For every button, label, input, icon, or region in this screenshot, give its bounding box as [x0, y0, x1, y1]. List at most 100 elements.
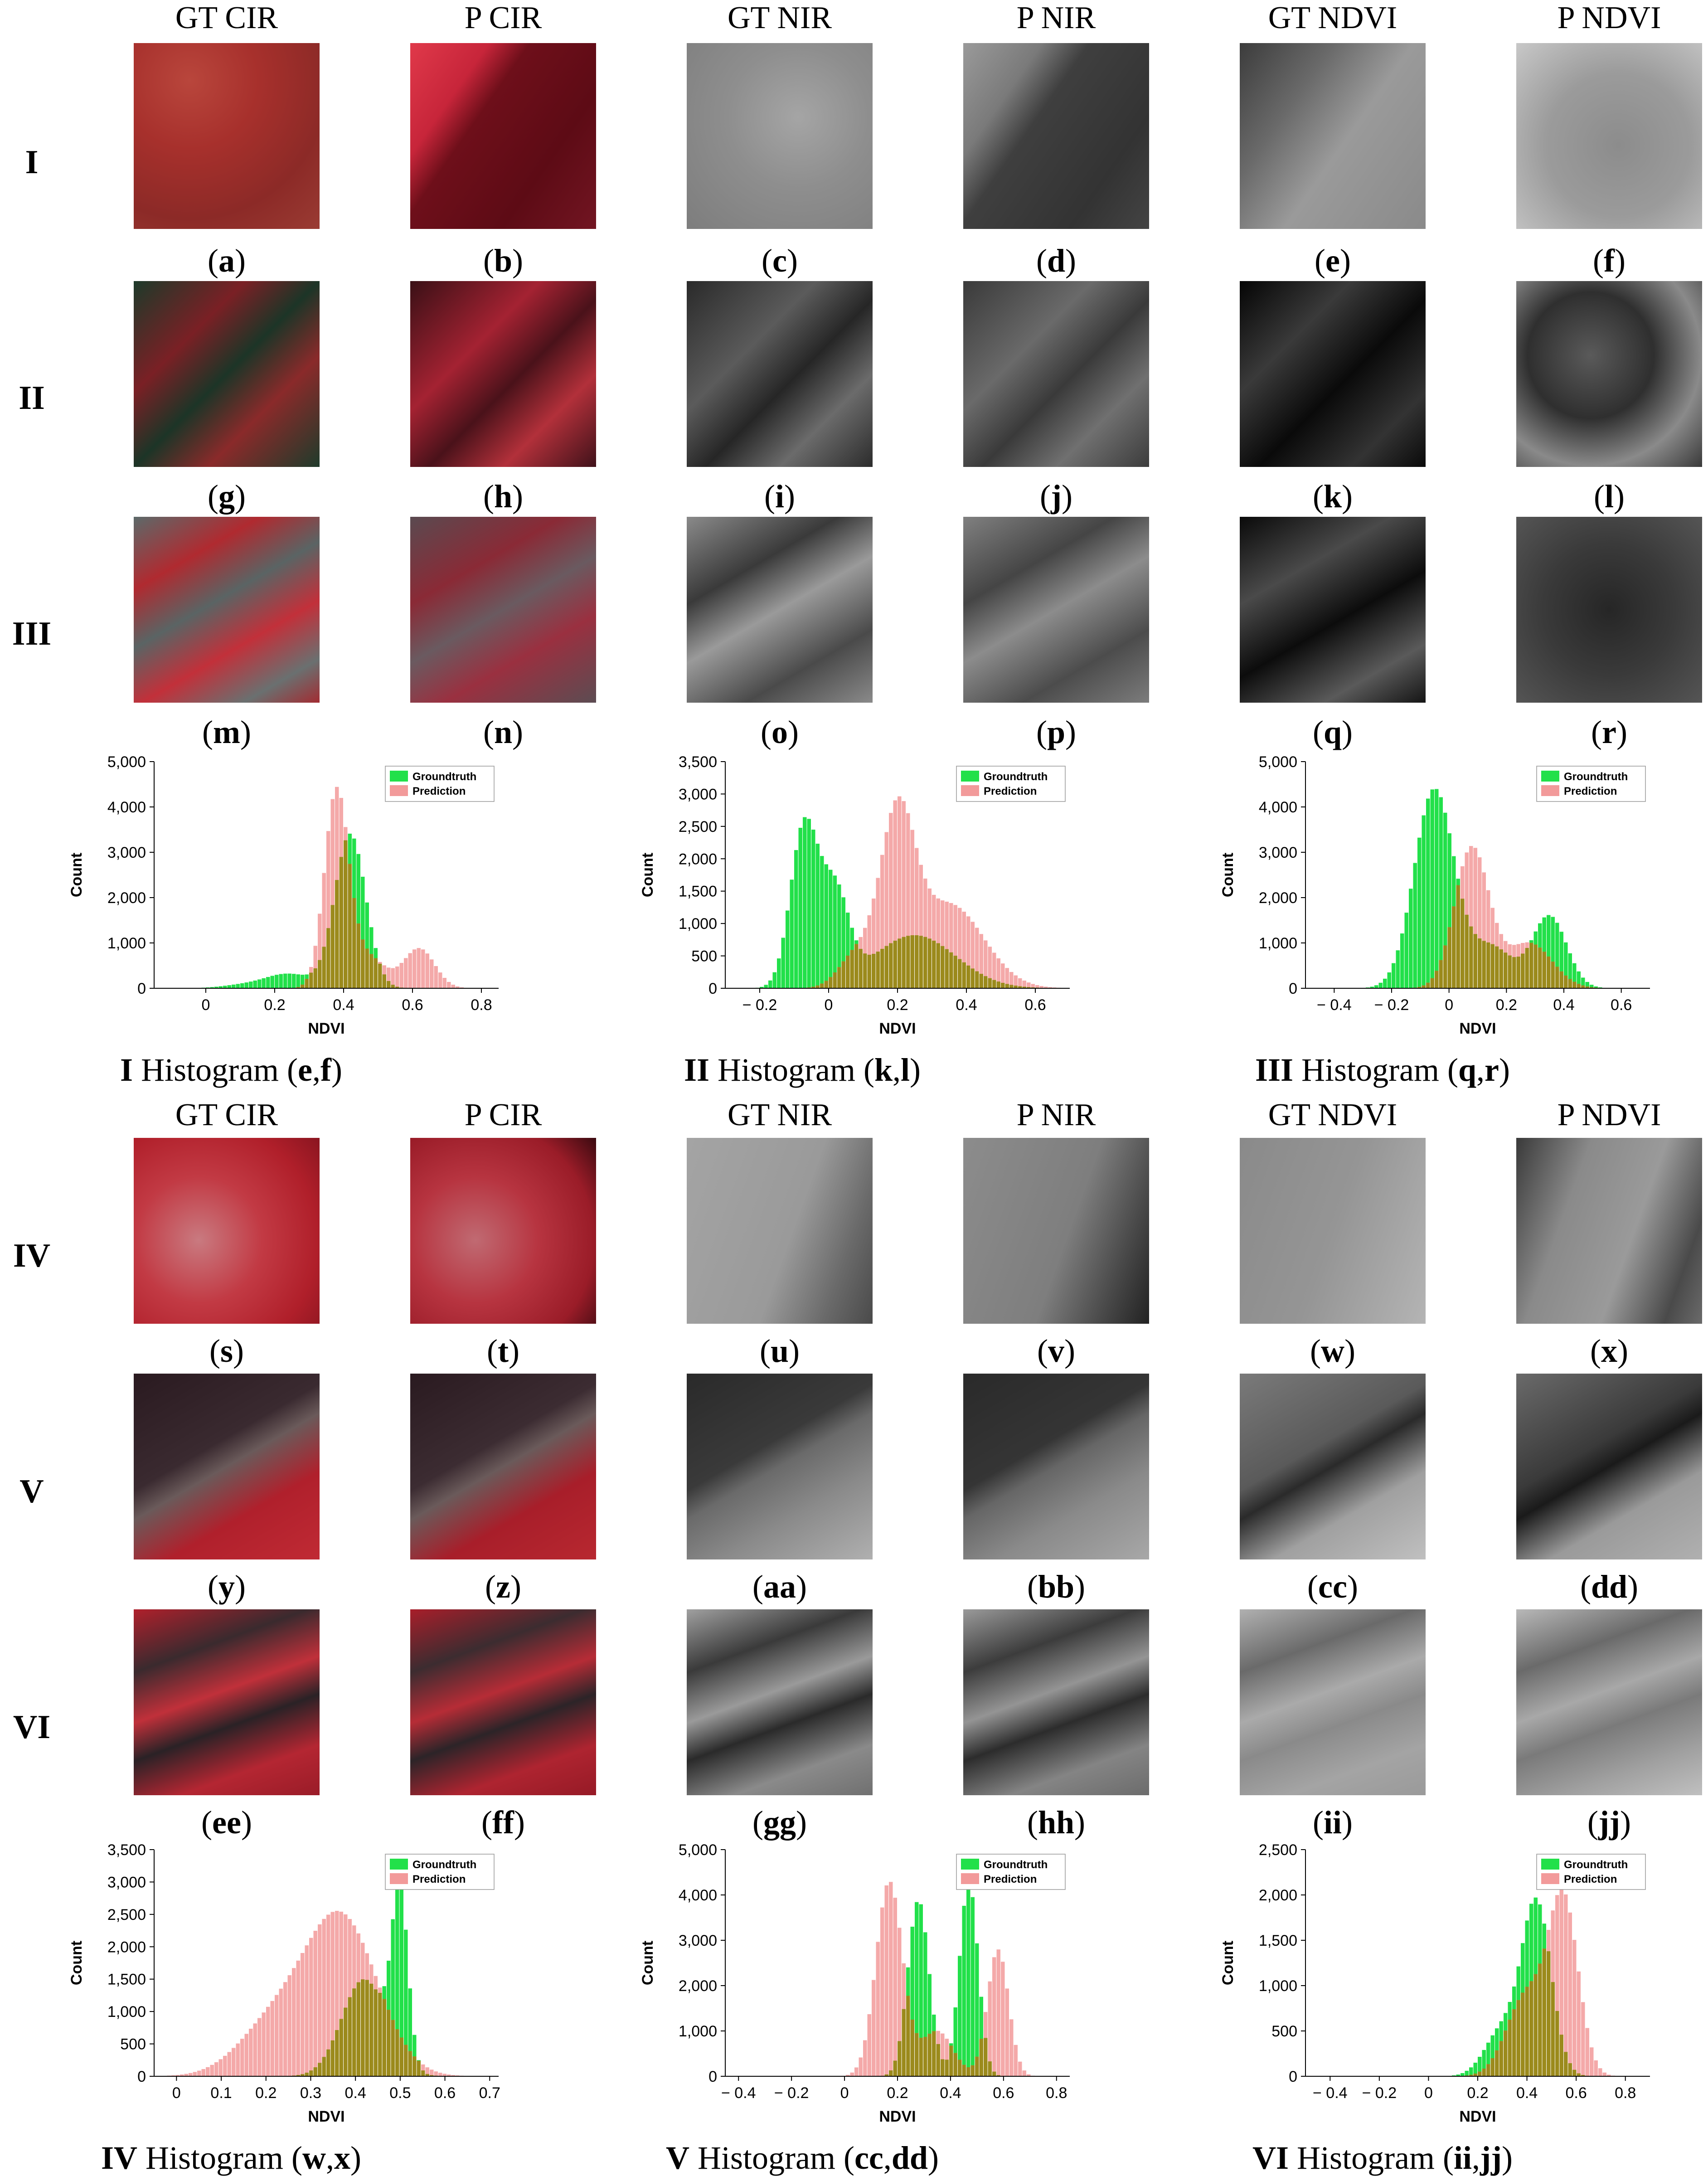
bar-groundtruth — [279, 974, 283, 988]
y-tick-label: 2,000 — [1259, 1887, 1297, 1904]
y-tick-label: 3,000 — [107, 844, 146, 861]
histogram-caption-V: V Histogram (cc,dd) — [666, 2140, 939, 2176]
bar-groundtruth — [953, 2007, 957, 2076]
bar-overlap — [1478, 2071, 1482, 2076]
legend-swatch — [961, 1873, 979, 1884]
bar-groundtruth — [287, 973, 291, 988]
bar-overlap — [1551, 962, 1555, 988]
bar-overlap — [1452, 906, 1456, 988]
image-gt-cir-VI — [134, 1609, 320, 1795]
x-tick-label: 0.4 — [345, 2084, 366, 2102]
bar-prediction — [175, 2075, 180, 2076]
caption-c: (c) — [762, 243, 798, 279]
bar-overlap — [1456, 885, 1460, 988]
bar-prediction — [399, 963, 403, 988]
y-tick-label: 1,500 — [107, 1971, 146, 1988]
x-tick-label: 0.3 — [300, 2084, 321, 2102]
caption-b: (b) — [483, 243, 523, 279]
y-tick-label: 1,000 — [679, 915, 717, 933]
image-p-nir-IV — [963, 1138, 1149, 1324]
bar-groundtruth — [837, 884, 841, 988]
bar-overlap — [889, 943, 893, 988]
bar-overlap — [1022, 986, 1026, 988]
bar-groundtruth — [1443, 812, 1447, 988]
legend: Groundtruth Prediction — [385, 766, 495, 802]
bar-prediction — [387, 967, 391, 988]
x-tick-label: 0.8 — [1615, 2084, 1636, 2102]
row-label-I: I — [25, 144, 39, 181]
y-tick-label: 2,000 — [1259, 889, 1297, 907]
bar-overlap — [1555, 967, 1559, 988]
bar-groundtruth — [815, 844, 820, 988]
legend-swatch — [390, 785, 408, 796]
bar-groundtruth — [227, 985, 231, 988]
bar-prediction — [872, 1980, 876, 2076]
bar-overlap — [1590, 987, 1594, 988]
bar-groundtruth — [257, 979, 262, 988]
bar-groundtruth — [1456, 2074, 1460, 2076]
bar-overlap — [1465, 914, 1469, 988]
legend-label: Groundtruth — [1564, 1859, 1628, 1871]
image-gt-ndvi-VI — [1240, 1609, 1426, 1795]
bar-prediction — [850, 2072, 854, 2076]
bar-overlap — [953, 956, 957, 988]
bar-overlap — [1512, 2009, 1516, 2076]
y-axis-title: Count — [1219, 853, 1237, 897]
y-tick-label: 4,000 — [107, 799, 146, 816]
image-p-nir-I — [963, 43, 1149, 229]
caption-d: (d) — [1036, 243, 1076, 279]
bar-overlap — [1521, 953, 1525, 988]
bar-groundtruth — [768, 980, 772, 988]
bar-overlap — [850, 950, 854, 988]
bar-overlap — [365, 948, 369, 988]
x-tick-label: 0.2 — [887, 2084, 908, 2102]
bar-overlap — [958, 959, 962, 988]
bar-overlap — [1499, 949, 1503, 988]
bar-overlap — [378, 1992, 382, 2076]
bar-prediction — [434, 2071, 438, 2076]
bar-overlap — [365, 1980, 369, 2076]
image-gt-ndvi-II — [1240, 281, 1426, 467]
column-header-p-ndvi-2: P NDVI — [1557, 1098, 1661, 1132]
bar-groundtruth — [979, 1996, 983, 2076]
bar-overlap — [330, 2040, 335, 2076]
bar-overlap — [975, 971, 979, 988]
x-tick-label: 0.4 — [333, 996, 354, 1014]
bar-prediction — [279, 1988, 283, 2076]
caption-q: (q) — [1312, 714, 1353, 750]
bar-prediction — [404, 958, 408, 988]
image-gt-cir-IV — [134, 1138, 320, 1324]
bar-overlap — [945, 2060, 949, 2076]
bar-prediction — [287, 1975, 291, 2076]
bar-prediction — [438, 2073, 442, 2076]
bar-overlap — [902, 2009, 906, 2076]
bar-overlap — [1508, 2020, 1512, 2076]
bar-prediction — [417, 948, 421, 988]
image-gt-ndvi-V — [1240, 1374, 1426, 1559]
caption-v: (v) — [1037, 1333, 1075, 1369]
bar-prediction — [421, 949, 425, 988]
bar-overlap — [936, 943, 940, 988]
bar-prediction — [460, 987, 464, 988]
bar-groundtruth — [1417, 837, 1422, 988]
bar-groundtruth — [846, 913, 850, 988]
bar-prediction — [451, 985, 455, 988]
bar-overlap — [1542, 1948, 1546, 2076]
bar-prediction — [1568, 1912, 1572, 2076]
y-tick-label: 2,500 — [1259, 1841, 1297, 1859]
bar-prediction — [893, 1898, 897, 2076]
bar-overlap — [296, 987, 300, 988]
legend-swatch — [390, 1873, 408, 1884]
legend-label: Prediction — [412, 785, 466, 797]
image-p-ndvi-I — [1516, 43, 1702, 229]
image-gt-cir-V — [134, 1374, 320, 1559]
y-tick-label: 3,500 — [679, 753, 717, 771]
bar-prediction — [1014, 2045, 1018, 2076]
bar-overlap — [382, 1999, 386, 2076]
image-p-ndvi-V — [1516, 1374, 1702, 1559]
bar-overlap — [1512, 957, 1516, 988]
bar-groundtruth — [210, 987, 214, 988]
bar-prediction — [322, 1919, 326, 2076]
bar-overlap — [841, 961, 845, 988]
bar-overlap — [1529, 1981, 1533, 2076]
